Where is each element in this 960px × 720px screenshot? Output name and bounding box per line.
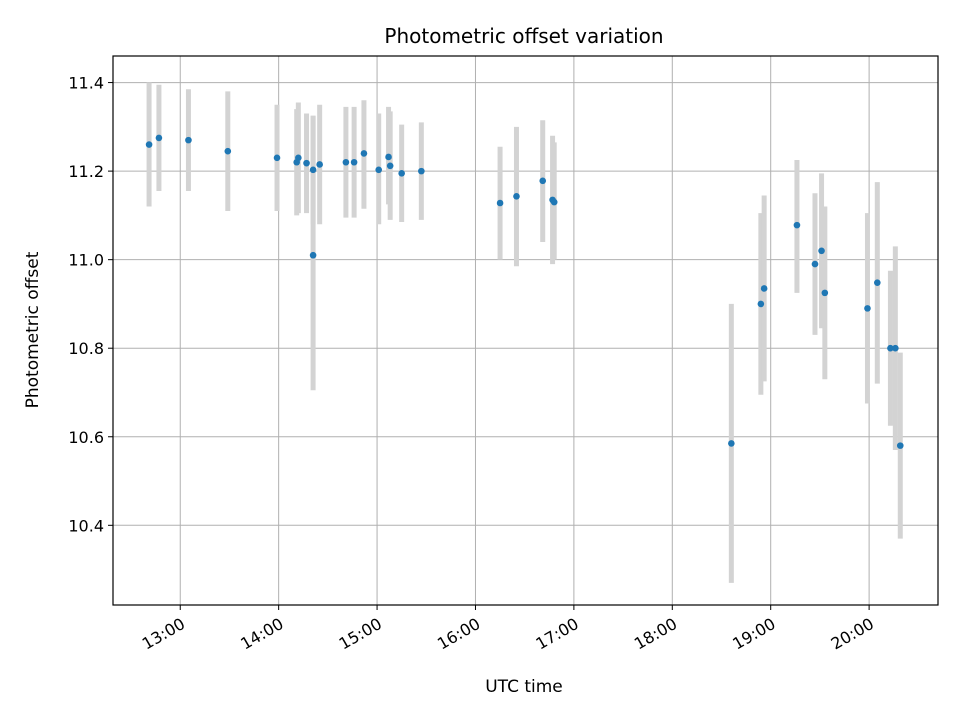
data-point xyxy=(295,154,302,162)
data-point xyxy=(309,166,317,174)
data-point xyxy=(224,147,232,155)
data-point xyxy=(398,170,405,177)
data-point xyxy=(896,442,904,449)
data-point xyxy=(793,221,801,229)
data-point xyxy=(513,193,520,200)
data-point xyxy=(728,440,735,447)
data-point xyxy=(309,251,317,259)
data-point xyxy=(185,136,192,144)
data-point xyxy=(864,305,871,312)
y-tick-label: 10.6 xyxy=(68,428,104,447)
data-point xyxy=(375,166,383,174)
data-point xyxy=(386,162,394,170)
data-point xyxy=(550,198,558,206)
data-point xyxy=(145,141,153,148)
data-point xyxy=(496,199,504,207)
data-point xyxy=(385,153,392,161)
y-tick-label: 11.0 xyxy=(68,251,104,270)
data-point xyxy=(757,300,765,308)
data-point xyxy=(539,177,547,185)
data-point xyxy=(273,154,281,162)
data-point xyxy=(887,344,894,352)
data-point xyxy=(760,285,768,292)
y-tick-label: 10.8 xyxy=(68,339,104,358)
data-point xyxy=(892,344,899,352)
grid-lines xyxy=(113,56,938,605)
data-point xyxy=(316,161,323,168)
data-point xyxy=(303,159,310,167)
data-point xyxy=(155,134,163,142)
data-point xyxy=(360,150,368,157)
y-axis-ticks: 10.4 10.6 10.8 11.0 11.2 11.4 xyxy=(68,74,113,535)
chart-title: Photometric offset variation xyxy=(384,24,663,48)
x-axis-label: UTC time xyxy=(485,677,563,697)
data-point xyxy=(874,279,881,286)
y-tick-label: 11.2 xyxy=(68,162,104,181)
data-point xyxy=(350,158,358,166)
plot-frame xyxy=(112,55,939,606)
y-tick-label: 11.4 xyxy=(68,74,104,93)
data-point xyxy=(821,289,829,297)
data-point xyxy=(418,167,425,175)
data-point xyxy=(811,260,819,268)
data-point xyxy=(818,247,825,255)
data-points xyxy=(145,134,904,449)
y-axis-label: Photometric offset xyxy=(23,251,43,408)
y-tick-label: 10.4 xyxy=(68,516,104,535)
data-point xyxy=(342,158,350,166)
